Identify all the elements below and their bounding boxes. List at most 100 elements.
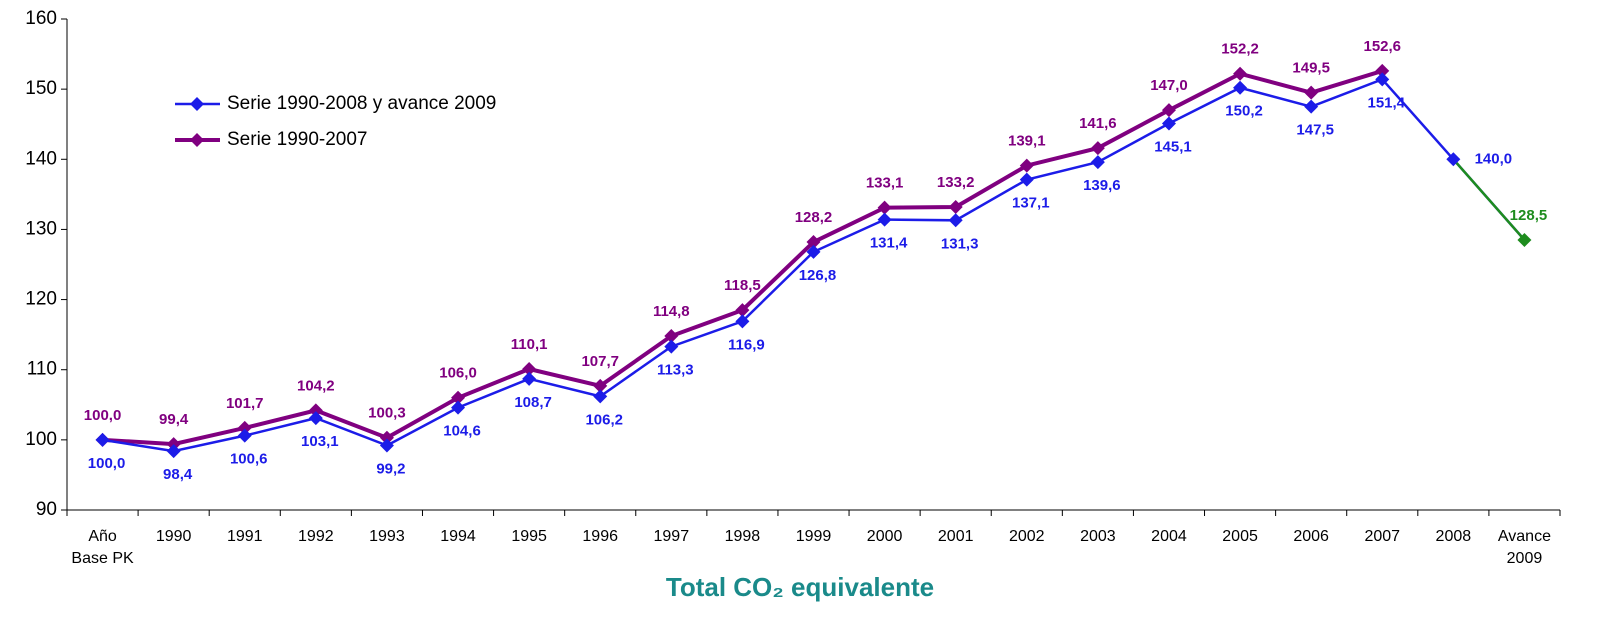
y-tick-label: 160 [25,8,57,29]
data-label: 118,5 [724,277,761,294]
marker [237,420,252,435]
x-tick-label: 1996 [582,528,618,545]
data-label: 114,8 [653,303,690,320]
data-label: 139,1 [1008,133,1046,150]
marker [1019,172,1034,187]
marker [95,432,110,447]
x-tick-label: 1992 [298,528,334,545]
marker [166,437,181,452]
x-tick-label: 2000 [866,528,903,545]
x-tick-label: 1991 [226,528,263,545]
marker [1233,66,1248,81]
legend-label: Serie 1990-2007 [227,129,368,150]
data-label: 147,0 [1150,77,1188,94]
series-line-highlight [1452,158,1526,241]
marker [379,438,394,453]
data-label: 104,2 [297,377,335,394]
marker [735,303,750,318]
data-label: 116,9 [728,336,765,353]
marker [379,430,394,445]
y-tick-label: 100 [25,429,57,450]
marker [1517,232,1532,247]
x-tick-label: 1993 [369,528,405,545]
x-tick-label: 1997 [653,528,690,545]
data-label: 152,2 [1221,41,1259,58]
data-label: 106,2 [585,411,623,428]
data-label: 99,2 [376,460,405,477]
marker [593,378,608,393]
data-label: 151,4 [1367,94,1405,111]
x-tick-label: 2007 [1364,528,1401,545]
data-label: 137,1 [1012,195,1050,212]
x-tick-label: 2004 [1151,528,1187,545]
data-label: 150,2 [1225,103,1263,120]
marker [877,200,892,215]
marker [1233,80,1248,95]
y-tick-label: 140 [25,148,57,169]
y-tick-label: 90 [36,499,57,520]
data-label: 145,1 [1154,138,1192,155]
x-tick-label: 2003 [1080,528,1116,545]
data-label: 152,6 [1363,38,1401,55]
marker [308,411,323,426]
data-label: 140,0 [1475,150,1513,167]
data-label: 131,4 [870,235,908,252]
data-label: 128,5 [1510,207,1548,224]
y-tick-label: 130 [25,218,57,239]
marker [1161,116,1176,131]
x-tick-label: 2005 [1222,528,1258,545]
data-label: 100,3 [368,405,406,422]
y-tick-label: 110 [27,359,57,380]
data-label: 149,5 [1292,60,1330,77]
marker [664,339,679,354]
legend-marker [190,97,204,111]
data-label: 113,3 [657,362,694,379]
marker [451,390,466,405]
x-tick-label: 1994 [440,528,476,545]
marker [1090,141,1105,156]
data-label: 103,1 [301,433,339,450]
data-label: 100,0 [88,455,126,472]
x-tick-label: 1999 [795,528,832,545]
marker [1446,152,1461,167]
marker [1019,158,1034,173]
marker [1304,85,1319,100]
marker [308,403,323,418]
marker [522,362,537,377]
data-label: 110,1 [511,336,548,353]
marker [664,329,679,344]
y-tick-label: 150 [25,78,57,99]
data-label: 98,4 [163,466,193,483]
marker [948,199,963,214]
marker [522,371,537,386]
marker [806,244,821,259]
data-label: 147,5 [1296,122,1334,139]
y-tick-label: 120 [25,289,57,310]
data-label: 100,6 [230,451,268,468]
data-label: 99,4 [159,411,189,428]
x-tick-label: 2006 [1293,528,1329,545]
marker [1375,63,1390,78]
marker [451,400,466,415]
marker [735,314,750,329]
data-label: 107,7 [581,353,619,370]
series-line [102,68,1383,447]
data-label: 101,7 [226,395,264,412]
x-tick-label: 1995 [511,528,547,545]
x-tick-label: Avance 2009 [1497,528,1551,567]
x-tick-label: 1998 [724,528,761,545]
data-label: 100,0 [84,407,122,424]
data-label: 108,7 [514,394,552,411]
legend-label: Serie 1990-2008 y avance 2009 [227,93,496,114]
data-label: 131,3 [941,235,979,252]
marker [1375,72,1390,87]
marker [1161,103,1176,118]
data-label: 106,0 [439,365,477,382]
data-label: 141,6 [1079,115,1117,132]
legend-marker [190,133,204,147]
marker [166,444,181,459]
data-label: 126,8 [799,267,837,284]
marker [1304,99,1319,114]
